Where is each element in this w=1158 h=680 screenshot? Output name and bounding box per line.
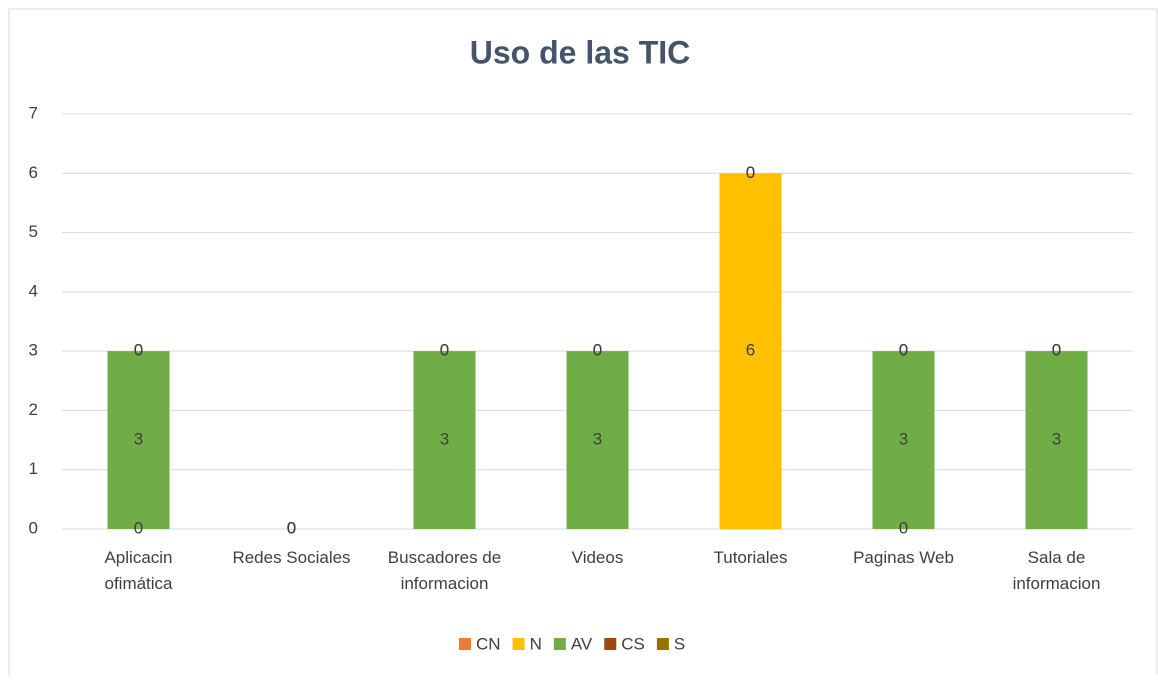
y-tick-label: 3 [29, 341, 38, 360]
data-label: 3 [134, 430, 143, 449]
bar-segment [413, 351, 476, 529]
bar-segment [107, 351, 170, 529]
data-label: 0 [593, 341, 602, 360]
y-tick-label: 4 [29, 281, 38, 300]
y-tick-label: 5 [29, 222, 38, 241]
data-label: 3 [1052, 430, 1061, 449]
y-tick-label: 0 [29, 518, 38, 537]
legend-label: CN [476, 634, 501, 653]
legend-label: S [674, 634, 685, 653]
data-label: 6 [746, 341, 755, 360]
data-label: 0 [746, 163, 755, 182]
data-label: 0 [287, 518, 296, 537]
x-tick-label: Paginas Web [853, 548, 954, 567]
legend-label: AV [571, 634, 593, 653]
y-tick-label: 6 [29, 163, 38, 182]
y-tick-label: 1 [29, 459, 38, 478]
data-label: 0 [287, 518, 296, 537]
data-label: 0 [287, 518, 296, 537]
y-tick-label: 2 [29, 400, 38, 419]
data-label: 0 [899, 518, 908, 537]
y-tick-label: 7 [29, 103, 38, 122]
data-label: 0 [287, 518, 296, 537]
data-label: 0 [440, 341, 449, 360]
data-label: 0 [440, 341, 449, 360]
legend: CN N AV CS S [459, 634, 685, 653]
data-label: 3 [593, 430, 602, 449]
x-tick-label: Videos [572, 548, 624, 567]
data-label: 0 [1052, 341, 1061, 360]
bar-segment [566, 351, 629, 529]
data-label: 0 [134, 341, 143, 360]
data-label: 0 [134, 341, 143, 360]
x-tick-label: Aplicacin ofimática [104, 548, 173, 593]
chart-frame [8, 8, 1158, 680]
data-label: 0 [899, 341, 908, 360]
data-label: 0 [593, 341, 602, 360]
data-label: 3 [440, 430, 449, 449]
legend-label: N [530, 634, 542, 653]
legend-swatch [656, 638, 669, 650]
data-label: 0 [1052, 341, 1061, 360]
bar-segment [872, 351, 935, 529]
x-tick-label: Redes Sociales [232, 548, 350, 567]
data-label: 0 [899, 341, 908, 360]
legend-swatch [459, 638, 471, 650]
data-label: 3 [899, 430, 908, 449]
legend-swatch [604, 638, 617, 650]
bar-segment [719, 173, 782, 530]
legend-label: CS [621, 634, 645, 653]
chart-title: Uso de las TIC [470, 34, 691, 70]
data-label: 0 [746, 163, 755, 182]
x-tick-label: Sala de informacion [1013, 548, 1101, 593]
x-tick-label: Buscadores de informacion [388, 548, 501, 593]
legend-swatch [553, 638, 566, 650]
bar-segment [1025, 351, 1088, 529]
data-label: 0 [134, 518, 143, 537]
legend-swatch [512, 638, 525, 650]
x-tick-label: Tutoriales [713, 548, 787, 567]
